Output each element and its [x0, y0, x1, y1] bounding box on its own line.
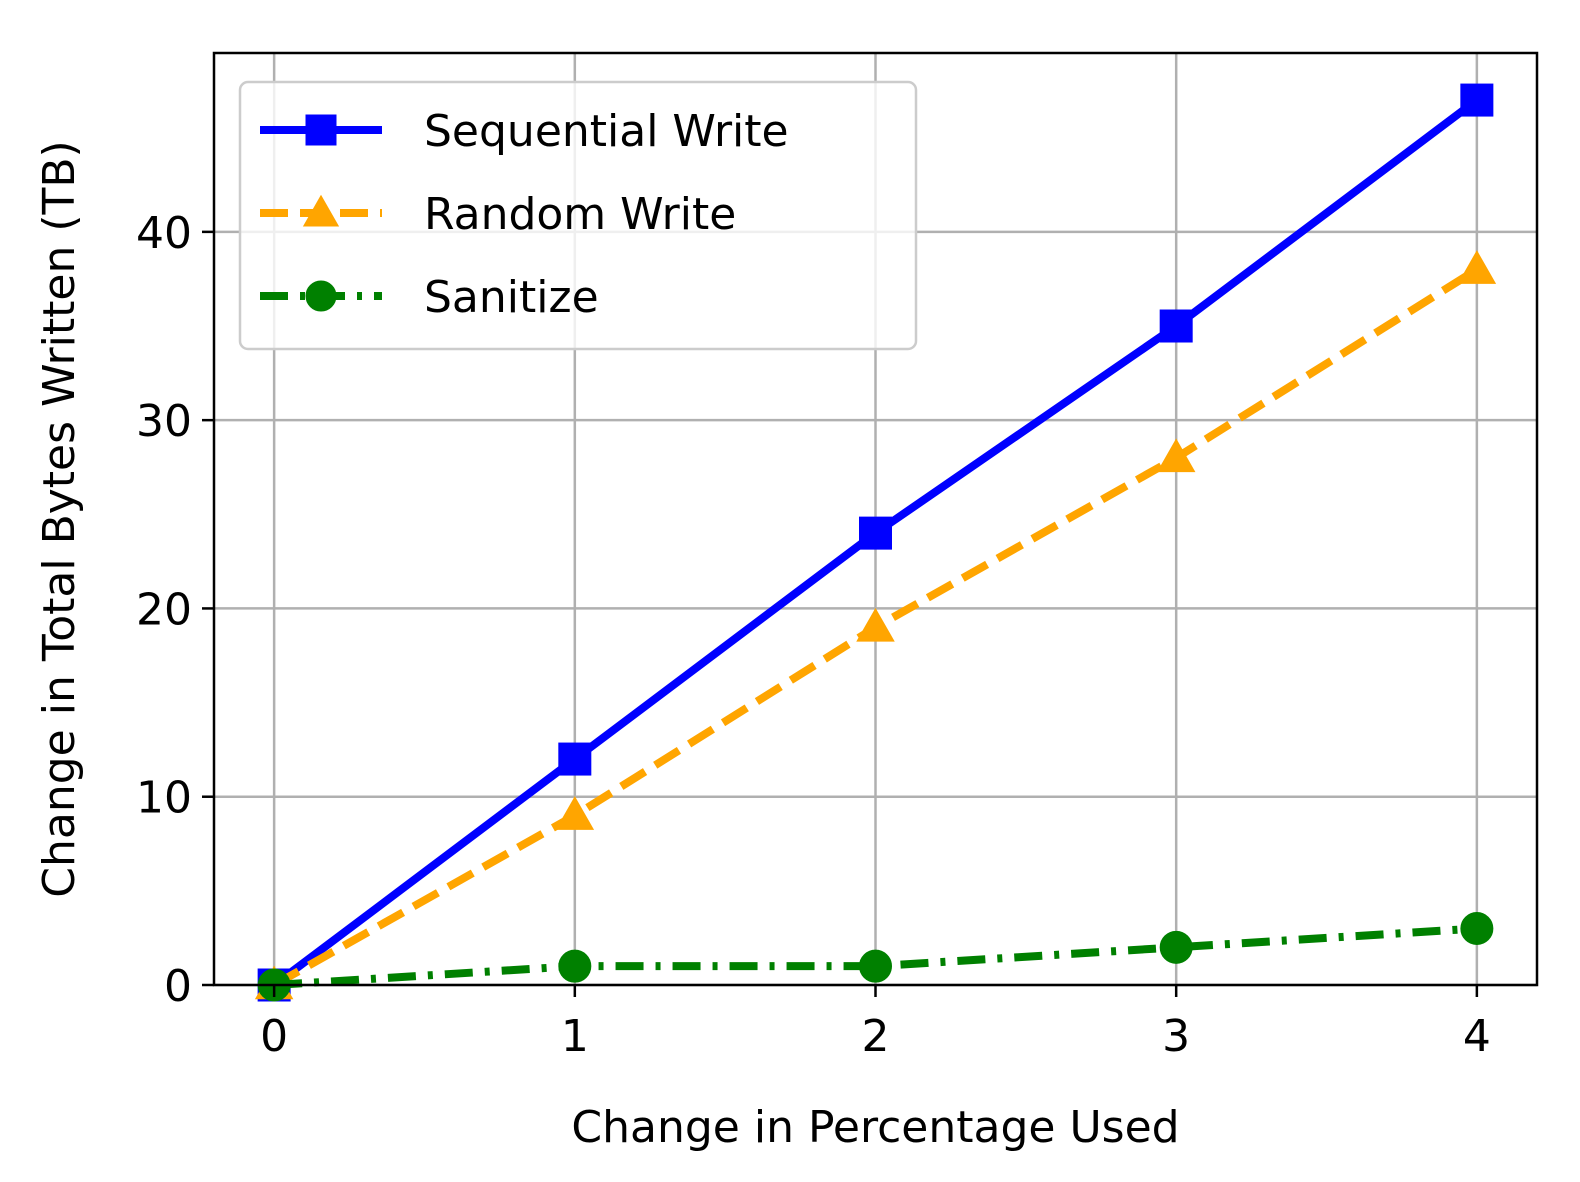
series-marker-square: [558, 742, 592, 776]
legend-item: Random Write: [260, 189, 736, 240]
legend: Sequential Write Random Write Sanitize: [238, 80, 918, 351]
series-marker-square: [859, 516, 892, 550]
series-marker-circle: [305, 280, 337, 312]
series-marker-triangle: [555, 796, 595, 830]
series-sanitize: [257, 912, 1494, 1002]
series-marker-triangle: [1156, 438, 1196, 473]
series-marker-circle: [1159, 930, 1193, 964]
x-axis: 0 1 2 3 4: [260, 985, 1491, 1062]
x-tick-label: 0: [260, 1011, 288, 1062]
series-marker-triangle: [302, 194, 340, 227]
y-axis-title: Change in Total Bytes Written (TB): [34, 140, 85, 897]
x-tick-label: 2: [862, 1011, 890, 1062]
legend-item: Sequential Write: [260, 106, 789, 157]
y-axis: 0 10 20 30 40: [136, 208, 214, 1012]
legend-item: Sanitize: [260, 272, 599, 323]
y-tick-label: 10: [136, 773, 192, 824]
legend-box: [238, 80, 918, 351]
y-tick-label: 40: [136, 208, 192, 259]
x-tick-label: 4: [1463, 1011, 1491, 1062]
legend-label: Sanitize: [424, 272, 599, 323]
y-tick-label: 0: [164, 961, 192, 1012]
legend-label: Random Write: [424, 189, 736, 240]
x-tick-label: 3: [1162, 1011, 1190, 1062]
series-marker-circle: [1460, 912, 1494, 946]
series-marker-triangle: [1457, 250, 1497, 284]
series-marker-square: [1460, 83, 1494, 117]
y-tick-label: 30: [136, 396, 192, 447]
series-marker-square: [1159, 309, 1193, 343]
series-marker-triangle: [856, 607, 895, 642]
series-marker-circle: [558, 949, 592, 983]
x-axis-title: Change in Percentage Used: [571, 1102, 1179, 1153]
legend-label: Sequential Write: [424, 106, 789, 157]
series-marker-circle: [859, 949, 892, 983]
y-tick-label: 20: [136, 584, 192, 635]
series-marker-square: [305, 114, 337, 146]
x-tick-label: 1: [561, 1011, 589, 1062]
